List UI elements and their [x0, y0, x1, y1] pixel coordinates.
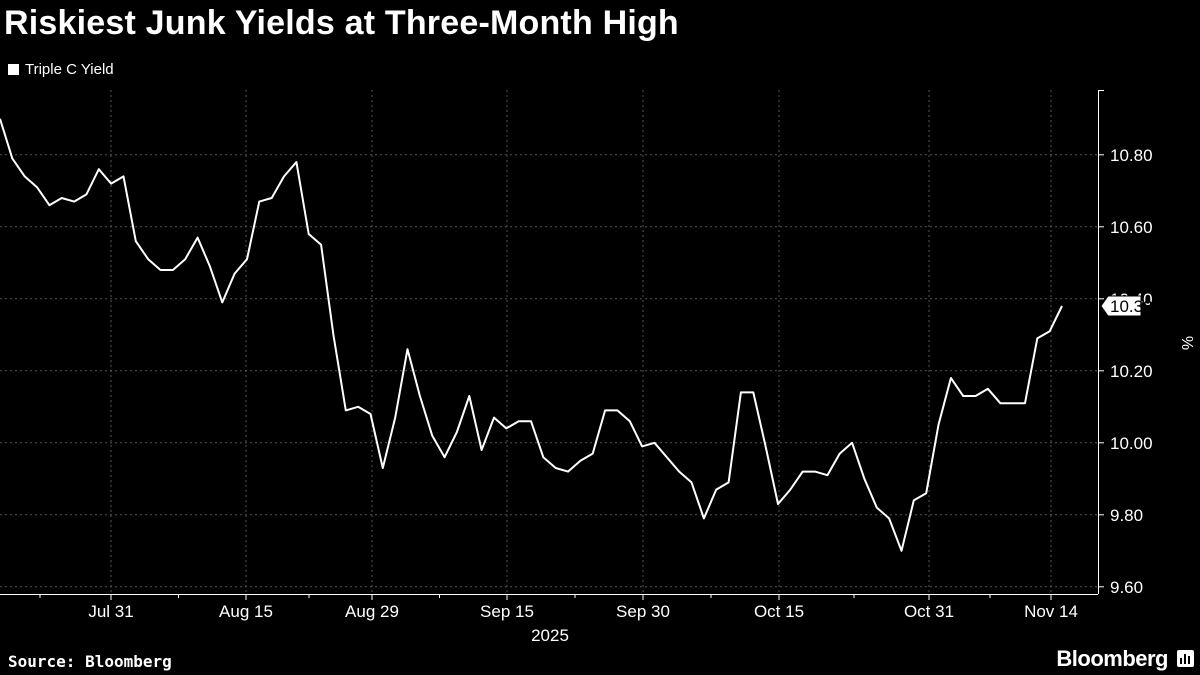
legend: Triple C Yield	[8, 61, 114, 78]
x-tick-label: Sep 30	[616, 602, 670, 621]
last-value-label: 10.38	[1110, 297, 1153, 316]
legend-label: Triple C Yield	[25, 61, 114, 78]
x-tick-label: Nov 14	[1024, 602, 1078, 621]
y-tick-label: 10.00	[1110, 434, 1153, 453]
chart-icon	[1177, 650, 1194, 667]
legend-swatch	[8, 64, 19, 75]
y-tick-label: 9.60	[1110, 578, 1143, 597]
x-tick-label: Oct 15	[754, 602, 804, 621]
x-tick-label: Aug 15	[219, 602, 273, 621]
last-value-callout	[1100, 295, 1142, 317]
x-tick-label: Oct 31	[904, 602, 954, 621]
y-axis-label: %	[1178, 336, 1195, 350]
series-line	[0, 118, 1063, 552]
y-tick-label: 10.20	[1110, 362, 1153, 381]
x-axis-label: 2025	[531, 626, 569, 645]
x-tick-label: Aug 29	[345, 602, 399, 621]
y-tick-label: 9.80	[1110, 506, 1143, 525]
x-tick-label: Jul 31	[88, 602, 133, 621]
source-note: Source: Bloomberg	[8, 652, 172, 671]
chart-title: Riskiest Junk Yields at Three-Month High	[4, 4, 679, 42]
brand-logo: Bloomberg	[1056, 646, 1168, 671]
y-tick-label: 10.60	[1110, 218, 1153, 237]
y-tick-label: 10.80	[1110, 146, 1153, 165]
x-tick-label: Sep 15	[480, 602, 534, 621]
